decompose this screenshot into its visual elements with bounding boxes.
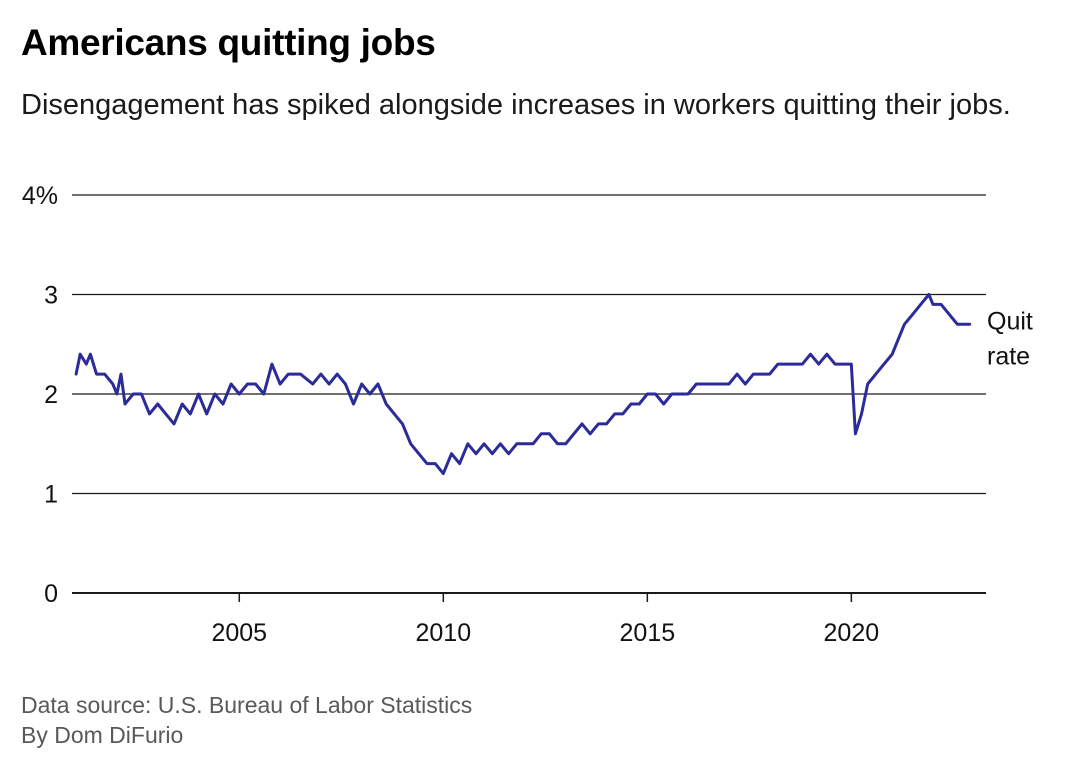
y-tick-label: 2 <box>44 381 58 409</box>
y-tick-label: 4% <box>22 182 58 210</box>
y-tick-label: 3 <box>44 282 58 310</box>
series-line-quit-rate <box>74 293 972 476</box>
series-labels: Quit rate <box>987 307 1033 370</box>
x-tick-label: 2015 <box>620 619 676 647</box>
x-tick-label: 2020 <box>824 619 880 647</box>
y-axis-ticks: 0 1 2 3 4% <box>22 182 58 608</box>
series-label: rate <box>987 342 1030 370</box>
byline: By Dom DiFurio <box>21 722 184 748</box>
series <box>74 293 972 476</box>
x-axis-ticks: 2005 2010 2015 2020 <box>211 593 879 647</box>
x-tick-label: 2005 <box>211 619 267 647</box>
y-tick-label: 1 <box>44 481 58 509</box>
y-tick-label: 0 <box>44 580 58 608</box>
chart-subtitle: Disengagement has spiked alongside incre… <box>21 89 1011 121</box>
chart-title: Americans quitting jobs <box>21 22 436 63</box>
footer: Data source: U.S. Bureau of Labor Statis… <box>21 690 472 750</box>
x-tick-label: 2010 <box>416 619 472 647</box>
gridlines <box>72 194 986 594</box>
series-label: Quit <box>987 307 1033 335</box>
data-source: Data source: U.S. Bureau of Labor Statis… <box>21 692 473 718</box>
